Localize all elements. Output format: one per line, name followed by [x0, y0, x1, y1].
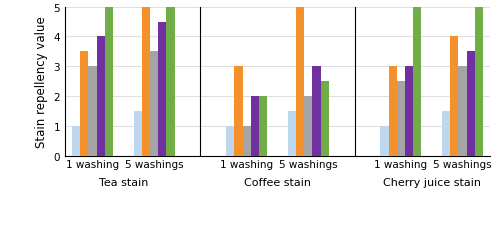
Bar: [150, 52, 158, 156]
Legend: C, C-P, C31, C34, C38: C, C-P, C31, C34, C38: [181, 248, 374, 252]
Bar: [397, 82, 405, 156]
Bar: [388, 67, 397, 156]
Bar: [442, 112, 450, 156]
Bar: [458, 67, 466, 156]
Bar: [166, 8, 174, 156]
Text: Tea stain: Tea stain: [98, 178, 148, 187]
Bar: [312, 67, 320, 156]
Bar: [142, 8, 150, 156]
Bar: [320, 82, 329, 156]
Bar: [251, 97, 259, 156]
Bar: [80, 52, 88, 156]
Bar: [259, 97, 267, 156]
Bar: [226, 127, 234, 156]
Bar: [304, 97, 312, 156]
Text: Cherry juice stain: Cherry juice stain: [382, 178, 480, 187]
Bar: [466, 52, 475, 156]
Bar: [413, 8, 422, 156]
Bar: [96, 37, 105, 156]
Bar: [88, 67, 96, 156]
Bar: [134, 112, 142, 156]
Bar: [72, 127, 80, 156]
Bar: [450, 37, 458, 156]
Bar: [475, 8, 483, 156]
Bar: [234, 67, 242, 156]
Bar: [296, 8, 304, 156]
Y-axis label: Stain repellency value: Stain repellency value: [35, 16, 48, 147]
Bar: [105, 8, 113, 156]
Bar: [158, 22, 166, 156]
Bar: [288, 112, 296, 156]
Bar: [242, 127, 251, 156]
Bar: [405, 67, 413, 156]
Text: Coffee stain: Coffee stain: [244, 178, 311, 187]
Bar: [380, 127, 388, 156]
